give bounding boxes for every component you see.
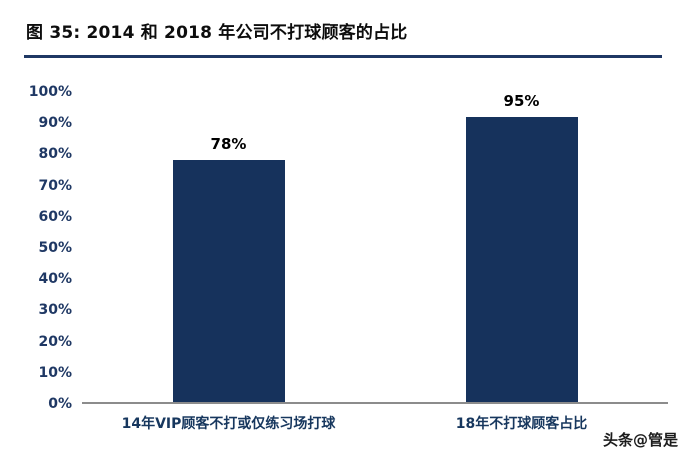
bar-chart: 0% 10% 20% 30% 40% 50% 60% 70% 80% 90% 100% 78% 95%… [28, 84, 668, 433]
x-axis-label: 18年不打球顾客占比 [455, 416, 588, 432]
y-tick-label: 100% [28, 84, 72, 100]
title-underline-rule [24, 55, 662, 58]
y-tick-label: 50% [38, 240, 72, 256]
y-tick-label: 90% [38, 115, 72, 132]
bar [172, 160, 285, 402]
chart-header: 图 35: 2014 和 2018 年公司不打球顾客的占比 [0, 0, 686, 46]
x-axis-label: 14年VIP顾客不打或仅练习场打球 [121, 416, 336, 432]
bar [465, 117, 578, 402]
x-axis-labels: 14年VIP顾客不打或仅练习场打球 18年不打球顾客占比 [82, 404, 668, 433]
y-tick-label: 0% [48, 396, 72, 412]
y-axis: 0% 10% 20% 30% 40% 50% 60% 70% 80% 90% 100% [28, 84, 82, 412]
bar-value-label: 95% [503, 92, 540, 110]
watermark: 头条@管是 [602, 431, 678, 449]
y-tick-label: 30% [38, 302, 72, 319]
y-tick-label: 70% [38, 177, 72, 194]
y-tick-label: 80% [38, 146, 72, 163]
bar-group: 78% [82, 92, 375, 402]
y-tick-label: 60% [38, 208, 72, 225]
y-tick-label: 20% [38, 333, 72, 350]
plot-area: 78% 95% [82, 92, 668, 404]
bar-value-label: 78% [210, 135, 247, 154]
y-tick-label: 10% [38, 364, 72, 381]
plot-wrap: 78% 95% 14年VIP顾客不打或仅练习场打球 18年不打球顾客占比 [82, 92, 668, 433]
chart-title: 图 35: 2014 和 2018 年公司不打球顾客的占比 [26, 23, 408, 43]
bar-group: 95% [375, 92, 668, 402]
y-tick-label: 40% [38, 271, 72, 288]
